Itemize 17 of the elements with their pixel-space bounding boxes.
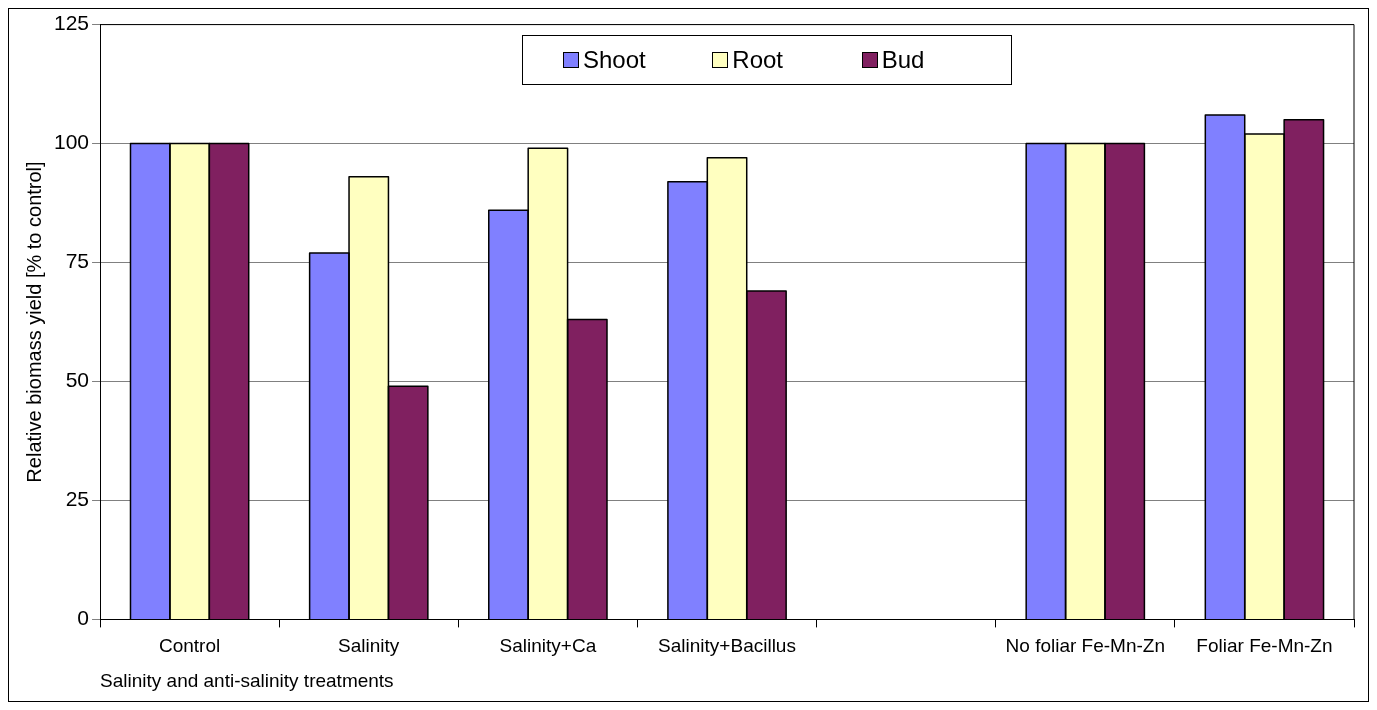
x-tick-label: Foliar Fe-Mn-Zn (1196, 635, 1333, 657)
x-tick-label: No foliar Fe-Mn-Zn (1005, 635, 1165, 657)
x-tick-label: Salinity+Bacillus (658, 635, 796, 657)
x-tick-label: Salinity+Ca (499, 635, 597, 657)
y-tick-label: 0 (77, 606, 90, 630)
x-tick-label: Salinity (338, 635, 400, 657)
legend-label: Bud (881, 45, 925, 74)
y-axis-title: Relative biomass yield [% to control] (22, 161, 45, 483)
x-axis-title: Salinity and anti-salinity treatments (100, 669, 394, 691)
y-tick-label: 125 (53, 11, 90, 35)
y-tick-label: 25 (65, 487, 90, 511)
y-tick-label: 100 (53, 130, 90, 154)
y-tick-label: 75 (65, 249, 90, 273)
x-tick-label: Control (158, 635, 221, 657)
legend-label: Root (732, 45, 784, 74)
y-tick-label: 50 (65, 368, 90, 392)
legend-label: Shoot (583, 45, 646, 74)
